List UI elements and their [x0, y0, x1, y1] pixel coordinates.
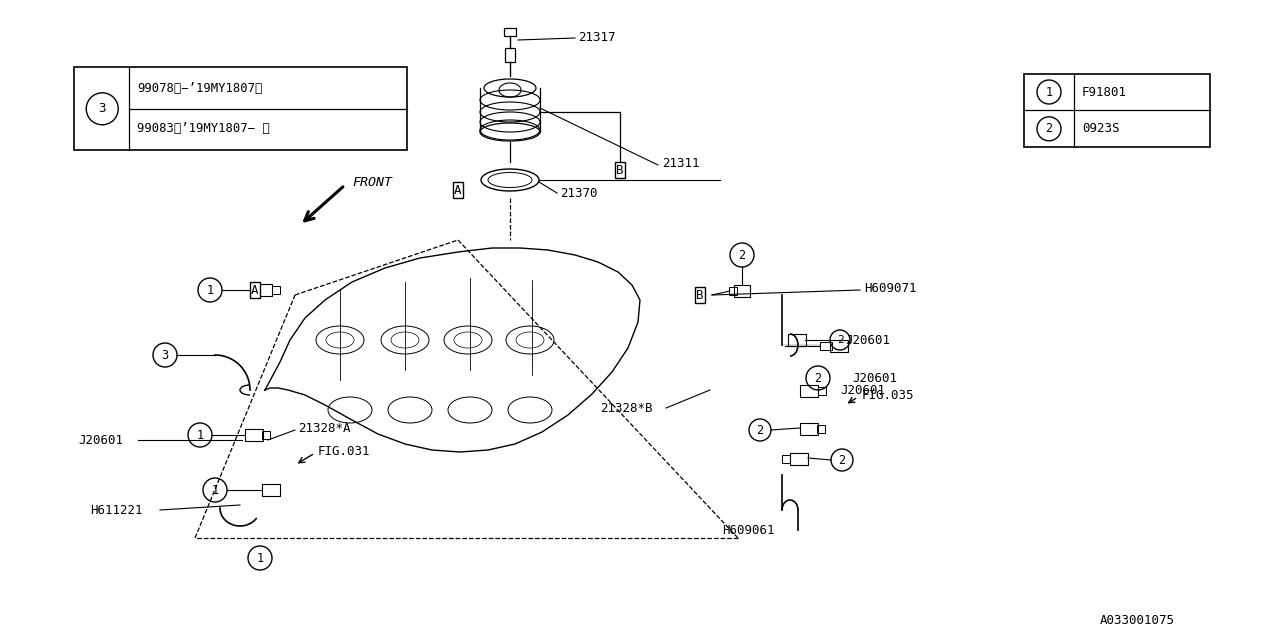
- Bar: [244, 429, 262, 441]
- Text: 2: 2: [1046, 122, 1052, 135]
- Bar: [788, 334, 806, 346]
- Text: A: A: [251, 284, 259, 296]
- Bar: [730, 287, 737, 295]
- Text: 2: 2: [838, 454, 846, 467]
- Text: 2: 2: [739, 248, 745, 262]
- Text: 3: 3: [161, 349, 169, 362]
- Bar: [818, 387, 826, 395]
- Text: 99078（−’19MY1807）: 99078（−’19MY1807）: [137, 83, 262, 95]
- Text: 99083（’19MY1807− ）: 99083（’19MY1807− ）: [137, 122, 270, 135]
- Text: A: A: [454, 184, 462, 196]
- Text: FRONT: FRONT: [352, 175, 392, 189]
- Text: 1: 1: [256, 552, 264, 564]
- Text: 3: 3: [99, 102, 106, 115]
- Text: F91801: F91801: [1082, 86, 1126, 99]
- Bar: [506, 48, 515, 62]
- Text: 1: 1: [1046, 86, 1052, 99]
- Bar: [790, 453, 808, 465]
- Text: FIG.035: FIG.035: [861, 388, 914, 401]
- Text: H609061: H609061: [722, 524, 774, 536]
- Text: 2: 2: [814, 371, 822, 385]
- Text: 1: 1: [211, 483, 219, 497]
- Bar: [733, 285, 750, 297]
- Bar: [252, 284, 273, 296]
- Text: 2: 2: [756, 424, 764, 436]
- Bar: [1024, 74, 1210, 147]
- Bar: [817, 425, 826, 433]
- Text: B: B: [696, 289, 704, 301]
- Bar: [782, 455, 790, 463]
- Text: 21328*A: 21328*A: [298, 422, 351, 435]
- Bar: [273, 286, 280, 294]
- Text: J20601: J20601: [78, 433, 123, 447]
- Text: 1: 1: [206, 284, 214, 296]
- Text: J20601: J20601: [852, 371, 897, 385]
- Text: B: B: [616, 163, 623, 177]
- Bar: [800, 385, 818, 397]
- Text: 0923S: 0923S: [1082, 122, 1120, 135]
- Bar: [504, 28, 516, 36]
- Text: 21311: 21311: [662, 157, 699, 170]
- Text: J20601: J20601: [845, 333, 890, 346]
- Bar: [820, 342, 832, 350]
- Bar: [800, 423, 818, 435]
- Text: FIG.031: FIG.031: [317, 445, 370, 458]
- Text: 21328*B: 21328*B: [600, 401, 653, 415]
- Text: 21317: 21317: [579, 31, 616, 44]
- Bar: [829, 340, 849, 352]
- Bar: [74, 67, 407, 150]
- Text: A033001075: A033001075: [1100, 614, 1175, 627]
- Text: 1: 1: [196, 429, 204, 442]
- Text: H609071: H609071: [864, 282, 916, 294]
- Text: H611221: H611221: [90, 504, 142, 516]
- Text: 21370: 21370: [561, 186, 598, 200]
- Bar: [262, 484, 280, 496]
- Text: 2: 2: [837, 335, 844, 345]
- Text: J20601: J20601: [840, 383, 884, 397]
- Bar: [262, 431, 270, 439]
